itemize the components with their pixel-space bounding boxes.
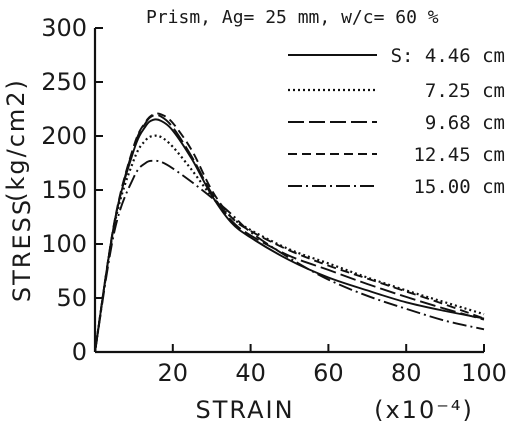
legend-label-2: 7.25 cm xyxy=(425,80,505,102)
y-axis-unit: (kg/cm2) xyxy=(2,78,30,202)
legend: S: 4.46 cm 7.25 cm 9.68 cm 12.45 cm 15.00 cm xyxy=(288,45,505,198)
series-lines xyxy=(93,112,485,353)
y-axis-title: STRESS xyxy=(8,198,36,302)
x-tick-label: 40 xyxy=(235,359,266,387)
legend-label-3: 9.68 cm xyxy=(425,112,505,134)
y-tick-label: 50 xyxy=(56,284,87,312)
series-line-1 xyxy=(94,118,485,353)
y-tick-label: 100 xyxy=(41,230,87,258)
x-tick-label: 100 xyxy=(461,359,507,387)
legend-label-5: 15.00 cm xyxy=(413,176,505,198)
ticks: 0 50 100 150 200 250 300 20 40 60 80 100 xyxy=(41,14,507,387)
x-axis-unit: (x10⁻⁴) xyxy=(374,396,474,424)
legend-label-4: 12.45 cm xyxy=(413,144,505,166)
y-tick-label: 200 xyxy=(41,122,87,150)
x-tick-label: 60 xyxy=(313,359,344,387)
chart-title: Prism, Ag= 25 mm, w/c= 60 % xyxy=(146,7,439,28)
series-line-2 xyxy=(93,134,485,353)
series-line-4 xyxy=(94,112,485,353)
legend-label-1: S: 4.46 cm xyxy=(391,45,505,67)
y-tick-label: 150 xyxy=(41,176,87,204)
y-tick-label: 0 xyxy=(72,338,87,366)
series-line-5 xyxy=(94,159,485,353)
x-axis-title: STRAIN xyxy=(195,396,294,424)
x-tick-label: 80 xyxy=(391,359,422,387)
y-tick-label: 250 xyxy=(41,68,87,96)
x-tick-label: 20 xyxy=(158,359,189,387)
y-tick-label: 300 xyxy=(41,14,87,42)
